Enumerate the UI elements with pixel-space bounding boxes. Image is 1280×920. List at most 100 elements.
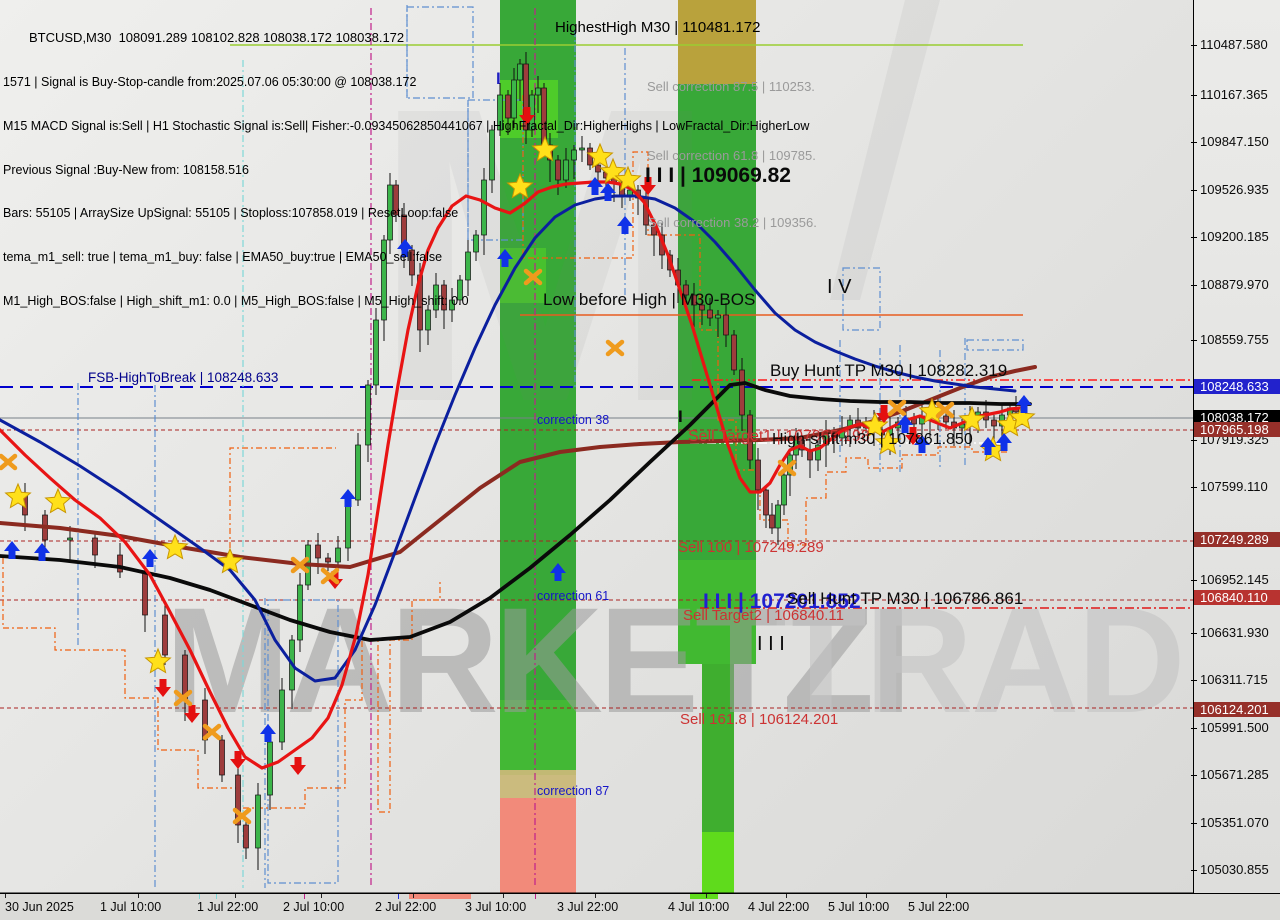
candle-body [219, 739, 225, 776]
time-tick-mark [595, 894, 596, 898]
price-tick-label: 108879.970 [1191, 277, 1269, 292]
chart-title-line: BTCUSD,M30 108091.289 108102.828 108038.… [29, 30, 405, 46]
signal-star-icon [531, 135, 559, 162]
chart-annotation: Sell Hunt TP M30 | 106786.861 [787, 589, 1023, 608]
signal-zone [678, 0, 756, 84]
time-tick-label: 30 Jun 2025 [5, 900, 74, 914]
candle-body [335, 547, 341, 563]
buy-arrow-icon [497, 249, 513, 267]
candle-body [315, 544, 321, 559]
signal-star-icon [614, 165, 642, 192]
axis-color-tick [304, 894, 305, 899]
time-tick-mark [413, 894, 414, 898]
chart-annotation: Sell 161.8 | 106124.201 [680, 711, 838, 728]
time-tick-mark [235, 894, 236, 898]
candle-body [117, 554, 123, 573]
sell-arrow-icon [640, 177, 656, 195]
axis-color-tick [216, 894, 217, 899]
chart-annotation: I [678, 407, 683, 426]
info-line-macd: M15 MACD Signal is:Sell | H1 Stochastic … [3, 118, 810, 133]
axis-color-tick [535, 894, 536, 899]
price-axis[interactable]: 110487.580 110167.365 109847.150 109526.935… [1191, 0, 1280, 893]
candle-body [381, 239, 387, 321]
signal-star-icon [874, 428, 902, 455]
time-tick-label: 3 Jul 22:00 [557, 900, 619, 914]
buy-arrow-icon [142, 549, 158, 567]
signal-star-icon [216, 547, 244, 574]
price-tick-label: 109847.150 [1191, 134, 1269, 149]
chart-annotation: I I I | 109069.82 [645, 164, 791, 187]
candle-body [579, 147, 585, 151]
axis-color-tick [398, 894, 399, 899]
candle-body [563, 159, 569, 181]
watermark-swoosh [830, 0, 940, 300]
candle-body [387, 184, 393, 241]
signal-star-icon [161, 533, 189, 560]
price-tick-label: 105351.070 [1191, 815, 1269, 830]
close-signal-x-icon [777, 459, 797, 477]
chart-annotation: correction 87 [537, 784, 609, 798]
candle-body [449, 299, 455, 311]
candle-body [373, 319, 379, 386]
time-tick-label: 5 Jul 22:00 [908, 900, 970, 914]
candle-body [441, 284, 447, 311]
candle-body [739, 369, 745, 416]
candle-body [571, 149, 577, 161]
fsb-dash-box [406, 6, 474, 99]
buy-arrow-icon [34, 543, 50, 561]
buy-arrow-icon [260, 724, 276, 742]
price-badge: 108248.633 [1194, 379, 1280, 394]
breakout-channel [229, 447, 336, 562]
breakout-channel [2, 558, 441, 813]
chart-annotation: FSB-HighToBreak | 108248.633 [88, 370, 278, 385]
candle-body [345, 499, 351, 549]
chart-annotation: HighestHigh M30 | 110481.172 [555, 19, 760, 36]
price-badge: 107965.198 [1194, 422, 1280, 437]
buy-arrow-icon [550, 563, 566, 581]
fsb-dash-box [267, 599, 339, 884]
time-axis[interactable]: 30 Jun 2025 1 Jul 10:00 1 Jul 22:00 2 Jul 1… [0, 893, 1280, 920]
candle-body [465, 251, 471, 281]
candle-body [235, 774, 241, 826]
sell-arrow-icon [876, 405, 892, 423]
info-line-tema: tema_m1_sell: true | tema_m1_buy: false … [3, 250, 443, 265]
candle-body [425, 309, 431, 331]
buy-arrow-icon [1016, 395, 1032, 413]
chart-annotation: I V [827, 276, 852, 298]
sell-arrow-icon [905, 427, 921, 445]
fsb-dash-box [966, 339, 1024, 351]
signal-zone [500, 700, 576, 775]
price-tick-label: 107599.110 [1191, 479, 1268, 494]
price-tick-label: 108559.755 [1191, 332, 1269, 347]
time-tick-mark [138, 894, 139, 898]
chart-annotation: High-shift m30 | 107861.850 [772, 431, 973, 448]
price-tick-label: 109200.185 [1191, 229, 1269, 244]
price-tick-label: 105991.500 [1191, 720, 1269, 735]
buy-arrow-icon [4, 541, 20, 559]
expert-info-panel: BTCUSD,M30 108091.289 108102.828 108038.… [3, 2, 809, 338]
buy-arrow-icon [587, 177, 603, 195]
candle-body [815, 444, 821, 461]
close-signal-x-icon [887, 399, 907, 417]
candle-body [731, 334, 737, 371]
chart-annotation: Buy Hunt TP M30 | 108282.319 [770, 361, 1007, 380]
candle-body [523, 63, 529, 131]
price-tick-label: 109526.935 [1191, 182, 1269, 197]
signal-zone [678, 560, 756, 664]
price-tick-label: 106631.930 [1191, 625, 1269, 640]
candle-body [511, 79, 517, 119]
price-badge: 106840.110 [1194, 590, 1280, 605]
candle-body [162, 614, 168, 656]
signal-star-icon [958, 405, 986, 432]
candle-body [325, 557, 331, 563]
chart-annotation: I I I [757, 633, 785, 655]
price-tick-label: 106952.145 [1191, 572, 1269, 587]
chart-annotation: Sell correction 38.2 | 109356. [648, 215, 817, 230]
time-tick-mark [946, 894, 947, 898]
candle-body [555, 159, 561, 181]
price-badge: 107249.289 [1194, 532, 1280, 547]
price-badge: 106124.201 [1194, 702, 1280, 717]
info-line-previous: Previous Signal :Buy-New from: 108158.51… [3, 162, 249, 177]
candle-body [489, 129, 495, 181]
